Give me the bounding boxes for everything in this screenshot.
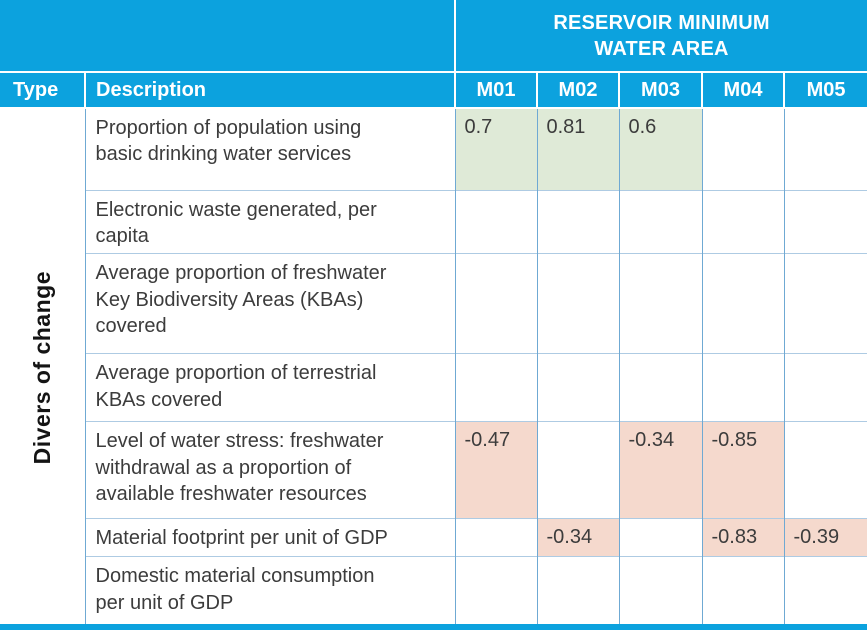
header-group-title-cell: RESERVOIR MINIMUM WATER AREA xyxy=(453,0,867,73)
value-cell xyxy=(454,253,537,354)
column-header-m01: M01 xyxy=(454,72,537,109)
value-cell xyxy=(783,253,867,354)
table-row: Material footprint per unit of GDP -0.34… xyxy=(0,518,867,557)
bottom-accent-bar xyxy=(0,624,867,630)
table-row: Level of water stress: freshwater withdr… xyxy=(0,421,867,519)
value-cell xyxy=(454,518,537,557)
description-cell: Material footprint per unit of GDP xyxy=(84,518,455,557)
value-cell: 0.7 xyxy=(454,107,537,190)
value-cell xyxy=(536,189,619,254)
column-header-m03: M03 xyxy=(618,72,702,109)
value-cell xyxy=(783,556,867,626)
table-row: Domestic material consumption per unit o… xyxy=(0,556,867,626)
value-cell xyxy=(618,253,702,354)
value-cell xyxy=(454,556,537,626)
value-cell xyxy=(783,189,867,254)
header-band-spacer xyxy=(0,0,455,73)
value-cell xyxy=(701,556,784,626)
value-cell xyxy=(454,189,537,254)
table-row: Average proportion of freshwater Key Bio… xyxy=(0,253,867,354)
description-cell: Level of water stress: freshwater withdr… xyxy=(84,421,455,519)
value-cell: -0.47 xyxy=(454,421,537,519)
value-cell: -0.34 xyxy=(618,421,702,519)
table-row: Average proportion of terrestrial KBAs c… xyxy=(0,353,867,422)
value-cell xyxy=(701,107,784,190)
value-cell xyxy=(536,421,619,519)
row-group-label: Divers of change xyxy=(28,270,55,465)
value-cell xyxy=(536,556,619,626)
description-cell: Proportion of population using basic dri… xyxy=(84,107,455,190)
group-title: RESERVOIR MINIMUM WATER AREA xyxy=(553,11,770,60)
value-cell xyxy=(701,189,784,254)
description-cell: Average proportion of terrestrial KBAs c… xyxy=(84,353,455,422)
value-cell xyxy=(783,421,867,519)
value-cell xyxy=(701,253,784,354)
value-cell: 0.81 xyxy=(536,107,619,190)
description-cell: Electronic waste generated, per capita xyxy=(84,189,455,254)
value-cell xyxy=(783,107,867,190)
value-cell: 0.6 xyxy=(618,107,702,190)
value-cell: -0.34 xyxy=(536,518,619,557)
column-header-m05: M05 xyxy=(782,72,867,109)
column-header-m02: M02 xyxy=(536,72,619,109)
column-header-description: Description xyxy=(84,72,455,109)
header-band-row: RESERVOIR MINIMUM WATER AREA xyxy=(0,0,867,73)
value-cell xyxy=(618,189,702,254)
column-header-row: Type Description M01 M02 M03 M04 M05 xyxy=(0,72,867,109)
column-header-type: Type xyxy=(0,72,85,109)
table-row: Electronic waste generated, per capita xyxy=(0,189,867,254)
value-cell xyxy=(618,556,702,626)
row-group-cell: Divers of change xyxy=(0,108,85,626)
column-header-m04: M04 xyxy=(701,72,784,109)
value-cell xyxy=(454,353,537,422)
value-cell xyxy=(536,253,619,354)
value-cell xyxy=(701,353,784,422)
value-cell: -0.39 xyxy=(783,518,867,557)
value-cell: -0.85 xyxy=(701,421,784,519)
value-cell xyxy=(618,518,702,557)
value-cell xyxy=(536,353,619,422)
value-cell: -0.83 xyxy=(701,518,784,557)
value-cell xyxy=(783,353,867,422)
description-cell: Domestic material consumption per unit o… xyxy=(84,556,455,626)
description-cell: Average proportion of freshwater Key Bio… xyxy=(84,253,455,354)
table-row: Divers of change Proportion of populatio… xyxy=(0,107,867,626)
value-cell xyxy=(618,353,702,422)
